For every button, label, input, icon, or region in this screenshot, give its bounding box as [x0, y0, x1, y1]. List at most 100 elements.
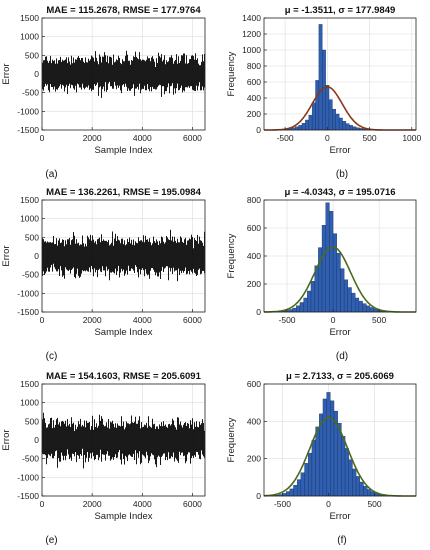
- histogram-bar: [310, 281, 315, 313]
- histogram-bar: [303, 297, 308, 313]
- panel-f: -500 0 500 0 200 400 600 μ = 2.7133, σ = 205.60…: [226, 371, 417, 546]
- x-tick-label: 2000: [83, 499, 102, 509]
- x-tick-label: 0: [325, 133, 330, 143]
- histogram-bar: [321, 225, 326, 313]
- histogram-bar: [326, 392, 331, 497]
- chart-title: MAE = 136.2261, RMSE = 195.0984: [46, 187, 201, 198]
- chart-title: MAE = 115.2678, RMSE = 177.9764: [46, 5, 201, 16]
- histogram-bar: [341, 436, 346, 497]
- x-tick-label: 1000: [402, 133, 421, 143]
- panel-b: -500 0 500 1000 0 200 400 600 800 1000 1200 1400 μ =…: [226, 5, 421, 180]
- y-tick-label: 0: [256, 491, 261, 501]
- panel-e: 0 2000 4000 6000 -1500 -1000 -500 0 500 1000 1500 M…: [1, 371, 206, 546]
- x-tick-label: 0: [40, 499, 45, 509]
- chart-title: μ = -1.3511, σ = 177.9849: [285, 5, 396, 16]
- histogram-bar: [332, 233, 337, 313]
- x-axis-label: Error: [329, 327, 350, 338]
- histogram-bar: [340, 268, 345, 313]
- y-axis-label: Frequency: [226, 233, 237, 278]
- error-series-line: [42, 50, 205, 98]
- histogram-bar: [307, 290, 312, 313]
- x-axis-label: Error: [329, 511, 350, 522]
- panel-a: 0 2000 4000 6000 -1500 -1000 -500 0 500 1000 1500 M…: [1, 5, 206, 180]
- histogram-bar: [367, 489, 372, 497]
- y-tick-label: 800: [247, 195, 261, 205]
- y-tick-label: 1500: [20, 13, 39, 23]
- histogram-bar: [352, 468, 357, 497]
- y-tick-label: 400: [247, 93, 261, 103]
- x-tick-label: 4000: [133, 133, 152, 143]
- histogram-bar: [308, 452, 313, 497]
- y-tick-label: -1000: [17, 472, 39, 482]
- x-tick-label: 0: [326, 499, 331, 509]
- x-tick-label: -500: [274, 499, 291, 509]
- y-tick-label: 400: [247, 251, 261, 261]
- histogram-bar: [296, 479, 302, 497]
- histogram-bar: [345, 123, 350, 131]
- panel-c: 0 2000 4000 6000 -1500 -1000 -500 0 500 1000 1500 M…: [1, 187, 206, 362]
- y-tick-label: 800: [247, 61, 261, 71]
- y-tick-label: 0: [34, 435, 39, 445]
- y-tick-label: 1500: [20, 195, 39, 205]
- x-tick-label: 0: [40, 315, 45, 325]
- panel-label: (d): [336, 351, 348, 362]
- panel-d: -500 0 500 0 200 400 600 800 μ = -4.0343, σ = 19…: [226, 187, 417, 362]
- x-tick-label: 2000: [83, 315, 102, 325]
- histogram-bar: [315, 80, 320, 131]
- panel-label: (f): [337, 535, 346, 546]
- histogram-bar: [298, 125, 303, 131]
- histogram-bar: [295, 126, 299, 131]
- histogram-bar: [358, 300, 363, 313]
- histogram-bar: [363, 486, 368, 497]
- histogram-bar: [301, 123, 306, 131]
- histogram-bar: [308, 115, 313, 131]
- x-axis-label: Sample Index: [94, 511, 152, 522]
- x-tick-label: 0: [40, 133, 45, 143]
- histogram-bar: [299, 302, 304, 313]
- chart-title: μ = 2.7133, σ = 205.6069: [286, 371, 394, 382]
- histogram-bar: [369, 307, 374, 313]
- x-axis-label: Error: [329, 145, 350, 156]
- histogram-bar: [293, 484, 298, 497]
- axes-frame: [263, 383, 417, 497]
- histogram-bar: [338, 117, 343, 131]
- y-tick-label: -500: [22, 270, 39, 280]
- histogram-bar: [300, 472, 305, 497]
- histogram-bar: [311, 102, 316, 131]
- panel-label: (c): [46, 351, 58, 362]
- chart-title: MAE = 154.1603, RMSE = 205.6091: [46, 371, 201, 382]
- x-tick-label: 500: [362, 133, 376, 143]
- panel-label: (b): [336, 169, 348, 180]
- y-tick-label: 600: [247, 77, 261, 87]
- x-tick-label: 2000: [83, 133, 102, 143]
- x-tick-label: 500: [367, 499, 381, 509]
- y-tick-label: -500: [22, 88, 39, 98]
- y-tick-label: -1500: [17, 307, 39, 317]
- histogram-bar: [355, 476, 360, 497]
- histogram-bar: [348, 459, 353, 497]
- y-tick-label: -1500: [17, 491, 39, 501]
- y-tick-label: 1200: [242, 29, 261, 39]
- y-tick-label: 500: [25, 50, 39, 60]
- x-axis-label: Sample Index: [94, 327, 152, 338]
- histogram-bar: [322, 398, 327, 497]
- y-tick-label: 500: [25, 416, 39, 426]
- histogram-bar: [343, 279, 349, 313]
- histogram-bar: [362, 303, 367, 313]
- y-tick-label: 0: [34, 251, 39, 261]
- x-tick-label: 0: [331, 315, 336, 325]
- y-tick-label: 200: [247, 454, 261, 464]
- y-axis-label: Frequency: [226, 51, 237, 96]
- histogram-bar: [325, 85, 330, 131]
- histogram-bar: [349, 125, 353, 131]
- histogram-bar: [292, 307, 297, 313]
- y-tick-label: 200: [247, 109, 261, 119]
- x-tick-label: 4000: [133, 315, 152, 325]
- histogram-bar: [337, 423, 342, 497]
- y-tick-label: -500: [22, 454, 39, 464]
- x-tick-label: 6000: [183, 133, 202, 143]
- histogram-bar: [330, 400, 335, 497]
- y-tick-label: -1000: [17, 288, 39, 298]
- histogram-bar: [351, 292, 356, 313]
- y-axis-label: Frequency: [226, 417, 237, 462]
